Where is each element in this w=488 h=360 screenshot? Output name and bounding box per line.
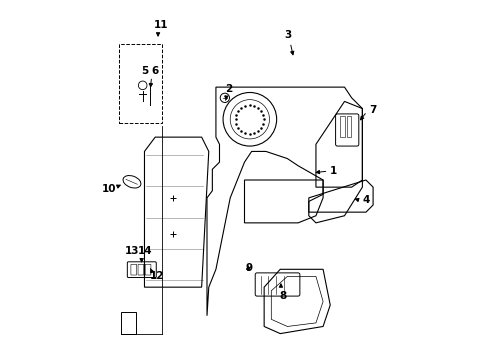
Text: 3: 3 bbox=[284, 30, 291, 40]
Text: 10: 10 bbox=[102, 184, 116, 194]
Text: 14: 14 bbox=[137, 247, 152, 256]
Text: 11: 11 bbox=[153, 19, 167, 30]
Text: 1: 1 bbox=[329, 166, 337, 176]
Text: 4: 4 bbox=[362, 195, 369, 204]
Text: 9: 9 bbox=[244, 262, 252, 273]
Text: 12: 12 bbox=[149, 271, 164, 282]
Text: 7: 7 bbox=[368, 105, 375, 115]
Text: 6: 6 bbox=[151, 66, 159, 76]
Text: 8: 8 bbox=[279, 291, 286, 301]
Text: 5: 5 bbox=[142, 66, 148, 76]
Text: 13: 13 bbox=[124, 247, 139, 256]
Text: 2: 2 bbox=[224, 84, 232, 94]
